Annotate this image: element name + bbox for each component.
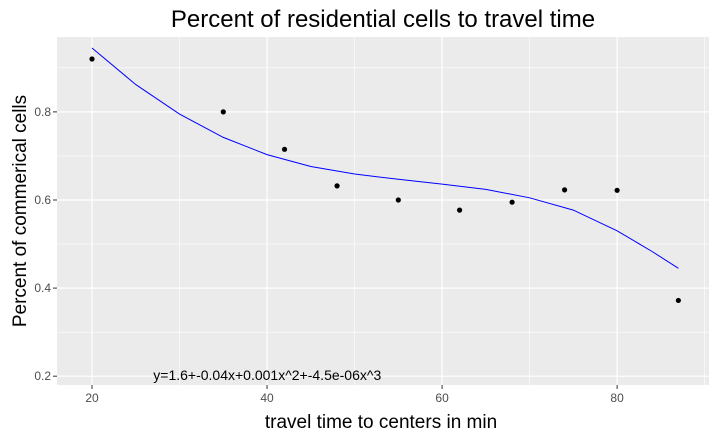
data-point xyxy=(456,207,463,213)
y-tick-label: 0.2 xyxy=(34,369,51,383)
x-tick-label: 60 xyxy=(435,391,449,405)
data-point xyxy=(614,187,620,193)
data-point xyxy=(281,146,288,152)
fit-line xyxy=(91,47,679,269)
y-tick-label: 0.6 xyxy=(34,193,51,207)
data-point xyxy=(89,56,95,62)
grid-minor xyxy=(57,37,709,385)
x-tick-label: 20 xyxy=(85,391,99,405)
data-point xyxy=(675,297,681,304)
y-tick-label: 0.4 xyxy=(34,281,51,295)
data-point xyxy=(509,199,515,205)
data-point xyxy=(395,197,401,203)
data-points xyxy=(89,56,681,304)
y-tick-label: 0.8 xyxy=(34,105,51,119)
data-point xyxy=(561,187,568,193)
data-point xyxy=(334,183,340,189)
grid-major xyxy=(57,37,709,385)
x-axis-label: travel time to centers in min xyxy=(265,412,497,433)
data-point xyxy=(220,109,226,115)
x-tick-label: 40 xyxy=(260,391,274,405)
equation-annotation: y=1.6+-0.04x+0.001x^2+-4.5e-06x^3 xyxy=(153,367,381,383)
y-axis-label: Percent of commerical cells xyxy=(10,95,31,327)
x-axis: 20 40 60 80 xyxy=(85,385,624,405)
chart-title: Percent of residential cells to travel t… xyxy=(171,6,595,33)
y-axis: 0.2 0.4 0.6 0.8 xyxy=(34,105,57,383)
x-tick-label: 80 xyxy=(610,391,624,405)
plot-panel xyxy=(57,37,709,385)
